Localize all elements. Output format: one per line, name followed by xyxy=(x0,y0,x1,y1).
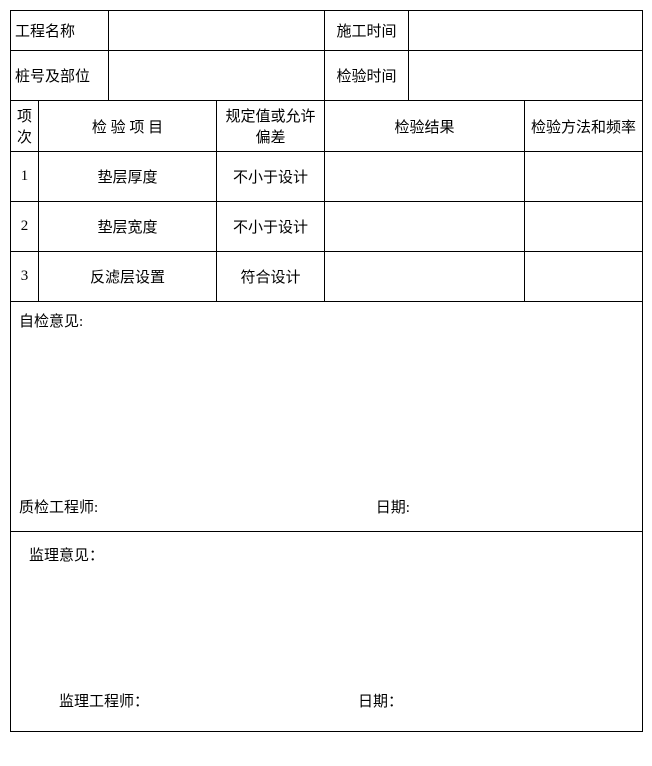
col-seq: 项次 xyxy=(11,101,39,152)
project-name-label: 工程名称 xyxy=(11,11,109,51)
cell-method[interactable] xyxy=(525,252,643,302)
self-check-title: 自检意见: xyxy=(19,310,634,331)
self-check-cell[interactable]: 自检意见: 质检工程师: 日期: xyxy=(11,302,643,532)
cell-method[interactable] xyxy=(525,202,643,252)
construction-time-label: 施工时间 xyxy=(325,11,409,51)
cell-seq: 1 xyxy=(11,152,39,202)
cell-spec: 不小于设计 xyxy=(217,202,325,252)
supervision-date-label: 日期： xyxy=(358,690,634,711)
supervision-cell[interactable]: 监理意见： 监理工程师： 日期： xyxy=(11,532,643,732)
cell-item: 垫层厚度 xyxy=(39,152,217,202)
inspection-time-value[interactable] xyxy=(409,51,643,101)
construction-time-value[interactable] xyxy=(409,11,643,51)
self-check-row: 自检意见: 质检工程师: 日期: xyxy=(11,302,643,532)
col-spec: 规定值或允许偏差 xyxy=(217,101,325,152)
cell-result[interactable] xyxy=(325,202,525,252)
supervision-engineer-label: 监理工程师： xyxy=(59,690,358,711)
cell-result[interactable] xyxy=(325,152,525,202)
cell-method[interactable] xyxy=(525,152,643,202)
self-check-signature-line: 质检工程师: 日期: xyxy=(19,496,634,517)
inspection-form: 工程名称 施工时间 桩号及部位 检验时间 项次 检 验 项 目 规定值或允许偏差… xyxy=(10,10,643,732)
table-row: 3 反滤层设置 符合设计 xyxy=(11,252,643,302)
col-result: 检验结果 xyxy=(325,101,525,152)
supervision-row: 监理意见： 监理工程师： 日期： xyxy=(11,532,643,732)
inspection-time-label: 检验时间 xyxy=(325,51,409,101)
header-row-2: 桩号及部位 检验时间 xyxy=(11,51,643,101)
station-value[interactable] xyxy=(109,51,325,101)
project-name-value[interactable] xyxy=(109,11,325,51)
cell-spec: 不小于设计 xyxy=(217,152,325,202)
cell-result[interactable] xyxy=(325,252,525,302)
column-header-row: 项次 检 验 项 目 规定值或允许偏差 检验结果 检验方法和频率 xyxy=(11,101,643,152)
cell-spec: 符合设计 xyxy=(217,252,325,302)
header-row-1: 工程名称 施工时间 xyxy=(11,11,643,51)
cell-item: 反滤层设置 xyxy=(39,252,217,302)
qc-engineer-label: 质检工程师: xyxy=(19,496,376,517)
cell-seq: 3 xyxy=(11,252,39,302)
table-row: 2 垫层宽度 不小于设计 xyxy=(11,202,643,252)
supervision-title: 监理意见： xyxy=(29,544,634,565)
cell-item: 垫层宽度 xyxy=(39,202,217,252)
col-item: 检 验 项 目 xyxy=(39,101,217,152)
station-label: 桩号及部位 xyxy=(11,51,109,101)
col-method: 检验方法和频率 xyxy=(525,101,643,152)
table-row: 1 垫层厚度 不小于设计 xyxy=(11,152,643,202)
qc-date-label: 日期: xyxy=(376,496,634,517)
cell-seq: 2 xyxy=(11,202,39,252)
supervision-signature-line: 监理工程师： 日期： xyxy=(59,690,634,711)
